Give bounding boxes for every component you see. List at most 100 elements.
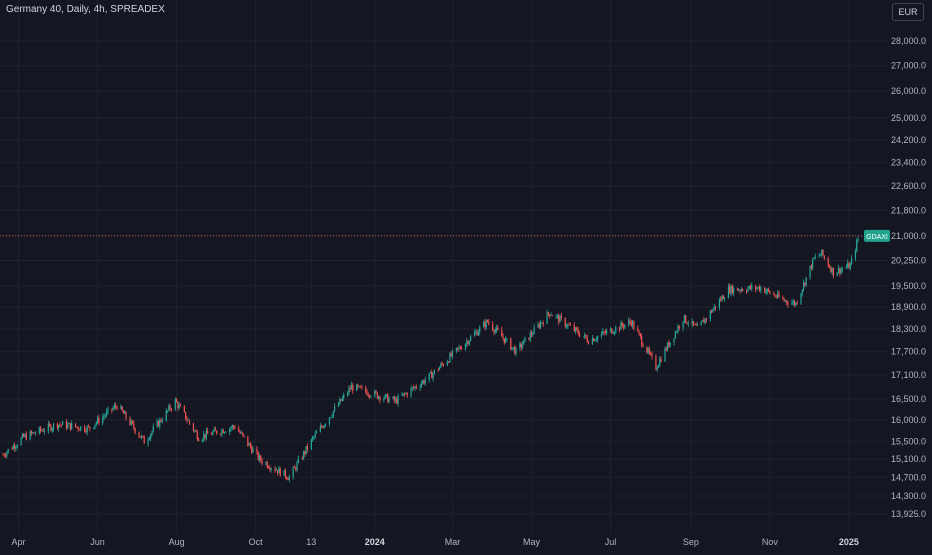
- candle-body: [769, 290, 771, 294]
- candle-body: [168, 405, 170, 411]
- candle-body: [16, 445, 18, 447]
- y-tick-label: 15,500.0: [891, 436, 926, 446]
- candle-body: [231, 425, 233, 428]
- candle-body: [595, 339, 597, 340]
- candle-body: [659, 359, 661, 366]
- candle-body: [476, 331, 478, 336]
- candle-body: [437, 369, 439, 371]
- candle-body: [756, 288, 758, 290]
- candle-body: [791, 302, 793, 305]
- candle-body: [786, 300, 788, 303]
- y-tick-label: 14,700.0: [891, 472, 926, 482]
- candle-body: [736, 287, 739, 291]
- candle-body: [265, 462, 267, 464]
- candle-body: [639, 333, 641, 337]
- currency-button[interactable]: EUR: [892, 3, 924, 21]
- candle-body: [514, 347, 516, 354]
- candle-body: [239, 431, 241, 434]
- candle-body: [41, 430, 43, 432]
- candle-body: [295, 467, 297, 470]
- candle-body: [401, 395, 403, 396]
- candle-body: [836, 272, 838, 276]
- candle-body: [121, 406, 123, 411]
- y-tick-label: 21,000.0: [891, 231, 926, 241]
- candle-body: [449, 353, 451, 363]
- candle-body: [415, 386, 417, 388]
- candle-body: [339, 399, 341, 405]
- candle-body: [3, 454, 5, 456]
- candle-body: [695, 324, 697, 326]
- candle-body: [385, 394, 388, 395]
- candle-body: [306, 446, 309, 450]
- candle-body: [283, 470, 285, 476]
- candle-body: [321, 426, 323, 427]
- candle-body: [60, 424, 62, 426]
- candle-body: [757, 286, 759, 289]
- candle-body: [387, 394, 389, 403]
- candle-body: [510, 338, 512, 350]
- candle-body: [800, 293, 802, 304]
- candle-body: [293, 467, 296, 468]
- x-tick-label: Nov: [762, 537, 779, 547]
- candle-body: [519, 343, 521, 348]
- price-axis[interactable]: 28,000.0 27,000.0 26,000.0 25,000.0 24,200.0…: [891, 36, 926, 519]
- candle-body: [286, 477, 288, 479]
- candle-body: [59, 424, 61, 426]
- candle-body: [631, 321, 634, 326]
- candle-body: [446, 361, 448, 366]
- candle-body: [458, 347, 460, 349]
- candle-body: [668, 342, 670, 347]
- candle-body: [229, 428, 231, 433]
- candle-body: [375, 391, 377, 393]
- candle-body: [565, 326, 568, 328]
- candle-body: [134, 428, 136, 433]
- candle-body: [256, 448, 258, 452]
- candle-body: [376, 392, 378, 399]
- candle-body: [567, 324, 569, 327]
- candle-body: [366, 391, 368, 396]
- candle-body: [214, 428, 217, 431]
- candle-body: [686, 322, 688, 324]
- candle-body: [492, 323, 494, 331]
- candle-body: [7, 448, 9, 453]
- candle-body: [240, 432, 242, 434]
- candle-body: [450, 353, 452, 357]
- candle-body: [69, 423, 71, 430]
- candle-body: [196, 431, 198, 440]
- candle-body: [319, 426, 321, 433]
- candle-body: [304, 451, 306, 454]
- candle-body: [700, 321, 702, 326]
- candle-body: [204, 434, 206, 438]
- candle-body: [205, 430, 207, 438]
- candle-body: [96, 417, 99, 423]
- last-price-tag: [864, 229, 890, 242]
- candle-body: [367, 395, 369, 396]
- candle-body: [792, 301, 794, 303]
- candle-body: [529, 332, 531, 340]
- candle-body: [278, 467, 280, 474]
- candle-body: [405, 393, 407, 394]
- candle-body: [801, 289, 803, 294]
- candle-body: [624, 324, 626, 328]
- candle-body: [814, 256, 816, 258]
- candle-body: [247, 436, 249, 446]
- candle-body: [243, 434, 245, 437]
- candle-body: [856, 240, 858, 251]
- candle-body: [703, 320, 705, 324]
- candle-body: [485, 320, 487, 328]
- candle-body: [677, 326, 679, 332]
- candle-body: [551, 315, 553, 317]
- candle-body: [664, 348, 666, 362]
- candle-body: [410, 388, 412, 396]
- time-axis[interactable]: Apr Jun Aug Oct 13 2024 Mar May Jul Sep Nov 2025: [12, 537, 859, 547]
- candle-body: [558, 315, 560, 323]
- candle-body: [296, 462, 298, 470]
- candle-body: [451, 350, 454, 357]
- candle-body: [394, 399, 397, 401]
- candle-body: [528, 337, 530, 340]
- candle-body: [532, 334, 534, 335]
- candle-body: [374, 391, 376, 397]
- candle-body: [730, 285, 732, 294]
